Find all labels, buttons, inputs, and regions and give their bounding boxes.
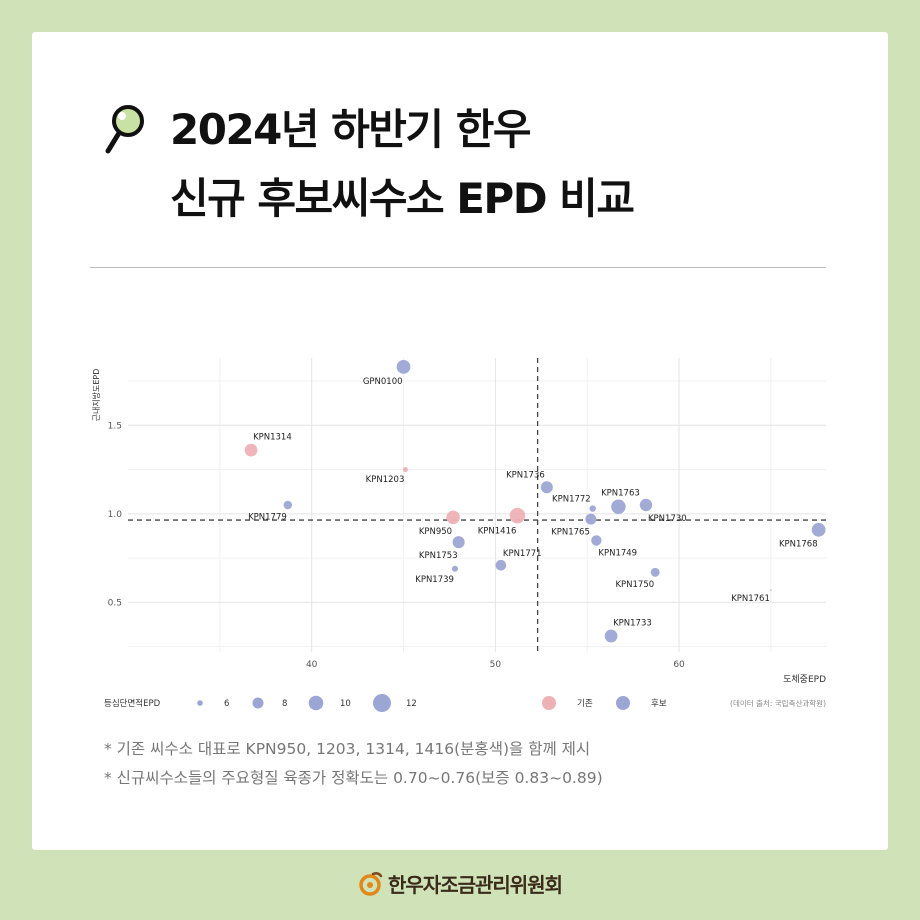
point-label-kpn1736: KPN1736 bbox=[506, 470, 545, 480]
data-point-kpn1314 bbox=[244, 443, 258, 457]
point-label-kpn1750: KPN1750 bbox=[615, 580, 654, 590]
title-line-2: 신규 후보씨수소 EPD 비교 bbox=[170, 174, 635, 223]
data-point-kpn1749 bbox=[591, 535, 602, 546]
size-legend-key bbox=[197, 700, 203, 706]
title-line-1: 2024년 하반기 한우 bbox=[170, 105, 531, 154]
point-label-kpn1768: KPN1768 bbox=[779, 540, 818, 550]
color-legend-key-existing bbox=[542, 696, 556, 710]
point-label-kpn1753: KPN1753 bbox=[419, 551, 458, 561]
point-label-kpn1730: KPN1730 bbox=[648, 514, 687, 524]
data-point-kpn1763 bbox=[611, 499, 626, 515]
data-point-kpn1750 bbox=[650, 567, 660, 577]
x-axis-label: 도체중EPD bbox=[783, 674, 826, 685]
magnifier-icon bbox=[105, 105, 144, 154]
x-tick-label: 40 bbox=[306, 660, 318, 670]
note-1: * 기존 씨수소 대표로 KPN950, 1203, 1314, 1416(분홍… bbox=[104, 740, 591, 758]
x-tick-label: 50 bbox=[490, 660, 502, 670]
point-label-kpn1203: KPN1203 bbox=[366, 475, 405, 485]
size-legend-label: 8 bbox=[282, 699, 287, 709]
y-tick-label: 1.5 bbox=[108, 421, 122, 431]
hanwoo-logo-icon bbox=[359, 871, 383, 896]
size-legend-key bbox=[308, 695, 324, 711]
point-label-kpn1749: KPN1749 bbox=[598, 549, 637, 559]
color-legend-label: 후보 bbox=[651, 699, 667, 709]
point-label-gpn0100: GPN0100 bbox=[363, 377, 403, 387]
point-label-kpn1733: KPN1733 bbox=[613, 619, 652, 629]
data-point-kpn1733 bbox=[604, 629, 618, 643]
data-point-kpn1730 bbox=[639, 498, 653, 512]
color-legend-key-candidate bbox=[616, 696, 630, 710]
point-label-kpn1765: KPN1765 bbox=[551, 528, 590, 538]
data-point-kpn1771 bbox=[495, 559, 507, 571]
size-legend-title: 등심단면적EPD bbox=[104, 698, 161, 709]
data-point-kpn1779 bbox=[283, 500, 293, 510]
data-point-kpn1765 bbox=[585, 513, 597, 525]
title-divider bbox=[90, 267, 826, 268]
data-point-kpn1753 bbox=[452, 536, 465, 549]
size-legend-key bbox=[252, 697, 264, 709]
y-tick-label: 1.0 bbox=[108, 510, 123, 520]
size-legend-label: 12 bbox=[406, 699, 417, 709]
point-label-kpn1771: KPN1771 bbox=[503, 549, 542, 559]
data-point-gpn0100 bbox=[396, 359, 411, 374]
data-point-kpn1739 bbox=[451, 565, 459, 572]
note-2: * 신규씨수소들의 주요형질 육종가 정확도는 0.70~0.76(보증 0.8… bbox=[104, 769, 603, 787]
point-label-kpn950: KPN950 bbox=[419, 527, 452, 537]
size-legend-label: 6 bbox=[224, 699, 229, 709]
point-label-kpn1763: KPN1763 bbox=[601, 489, 640, 499]
point-label-kpn1772: KPN1772 bbox=[552, 494, 591, 504]
y-tick-label: 0.5 bbox=[108, 598, 122, 608]
point-label-kpn1314: KPN1314 bbox=[253, 433, 292, 443]
data-point-kpn1203 bbox=[402, 467, 408, 473]
data-point-kpn1768 bbox=[811, 522, 826, 537]
footer: 한우자조금관리위원회 bbox=[0, 869, 920, 898]
size-legend-label: 10 bbox=[340, 699, 351, 709]
color-legend-label: 기존 bbox=[577, 699, 593, 709]
data-point-kpn950 bbox=[446, 510, 460, 525]
data-point-kpn1416 bbox=[509, 507, 526, 524]
x-tick-label: 60 bbox=[673, 660, 685, 670]
point-label-kpn1739: KPN1739 bbox=[415, 575, 454, 585]
org-name: 한우자조금관리위원회 bbox=[388, 873, 563, 897]
size-legend-key bbox=[373, 694, 391, 712]
point-label-kpn1416: KPN1416 bbox=[478, 526, 517, 536]
point-label-kpn1779: KPN1779 bbox=[248, 512, 287, 522]
data-point-kpn1772 bbox=[589, 505, 596, 512]
data-point-kpn1736 bbox=[540, 481, 553, 494]
data-source: (데이터 출처: 국립축산과학원) bbox=[730, 698, 826, 708]
content-card bbox=[32, 32, 888, 850]
data-point-kpn1761 bbox=[770, 589, 772, 591]
y-axis-label: 근내지방도EPD bbox=[91, 369, 101, 422]
point-label-kpn1761: KPN1761 bbox=[731, 594, 770, 604]
